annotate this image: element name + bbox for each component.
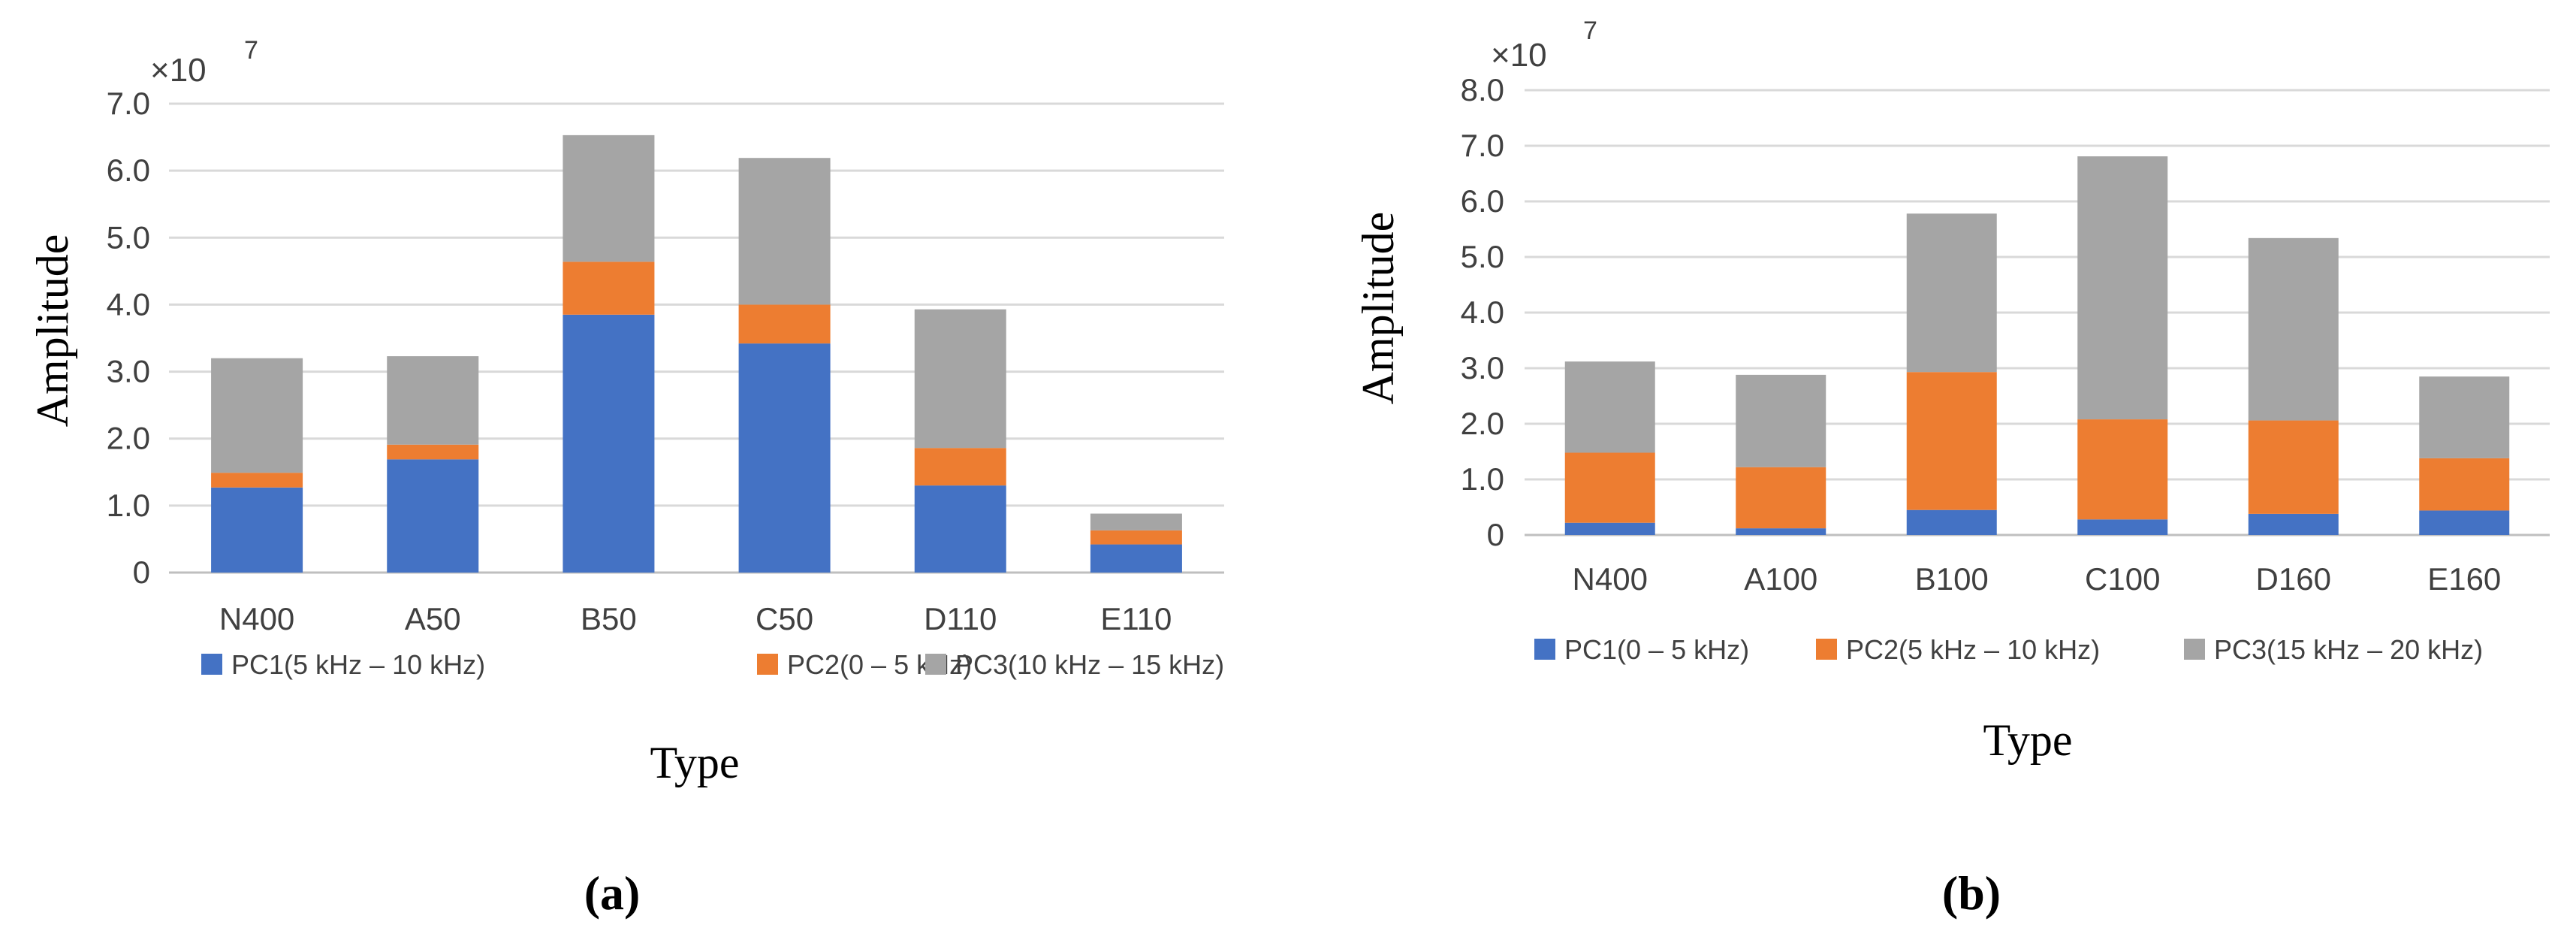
legend-label-pc3: PC3(15 kHz – 20 kHz) xyxy=(2214,634,2483,665)
bar-pc3-c100 xyxy=(2077,156,2168,420)
y-tick-label: 1.0 xyxy=(107,488,150,523)
bar-pc1-a100 xyxy=(1736,528,1826,535)
bar-pc3-a100 xyxy=(1736,374,1826,467)
legend-swatch-pc3 xyxy=(2184,639,2205,660)
panel-label-a: (a) xyxy=(584,866,641,920)
bar-pc2-c100 xyxy=(2077,419,2168,520)
y-tick-label: 5.0 xyxy=(1461,239,1504,274)
bar-pc3-a50 xyxy=(387,356,479,445)
x-tick-label: N400 xyxy=(219,601,294,636)
y-tick-label: 6.0 xyxy=(107,153,150,188)
panel-label-b: (b) xyxy=(1942,866,2001,920)
chart-b: 0 1.0 2.0 3.0 4.0 5.0 6.0 7.0 8.0 N400 A100 B100 C10… xyxy=(1353,17,2550,765)
y-exponent-label: 7 xyxy=(1583,17,1597,45)
legend-swatch-pc2 xyxy=(757,654,778,675)
x-tick-label: D160 xyxy=(2256,561,2331,597)
bar-pc2-b50 xyxy=(563,261,655,315)
bar-pc1-n400 xyxy=(1564,522,1655,535)
legend-swatch-pc1 xyxy=(201,654,222,675)
y-tick-label: 8.0 xyxy=(1461,72,1504,107)
y-axis-title: Amplitude xyxy=(28,234,77,428)
bar-pc3-b100 xyxy=(1906,213,1997,373)
legend-swatch-pc2 xyxy=(1816,639,1837,660)
bar-pc2-n400 xyxy=(211,473,303,488)
legend-label-pc2: PC2(5 kHz – 10 kHz) xyxy=(1846,634,2100,665)
y-tick-label: 6.0 xyxy=(1461,183,1504,219)
legend-swatch-pc1 xyxy=(1534,639,1555,660)
bar-pc3-n400 xyxy=(211,358,303,473)
chart-a: 0 1.0 2.0 3.0 4.0 5.0 6.0 7.0 N400 A50 B50 C50 D110 E… xyxy=(28,36,1224,787)
y-tick-label: 5.0 xyxy=(107,219,150,255)
bar-pc3-n400 xyxy=(1564,361,1655,453)
y-tick-label: 3.0 xyxy=(107,354,150,389)
x-tick-label: N400 xyxy=(1573,561,1648,597)
x-tick-label: E160 xyxy=(2427,561,2501,597)
y-tick-label: 2.0 xyxy=(1461,406,1504,441)
y-multiplier-label: ×10 xyxy=(1491,37,1547,74)
legend-label-pc1: PC1(5 kHz – 10 kHz) xyxy=(231,649,485,680)
bar-pc3-e110 xyxy=(1090,513,1182,530)
y-tick-label: 2.0 xyxy=(107,421,150,456)
bar-pc2-a100 xyxy=(1736,467,1826,529)
bar-pc1-a50 xyxy=(387,459,479,573)
y-tick-label: 4.0 xyxy=(1461,295,1504,330)
x-tick-label: A100 xyxy=(1744,561,1817,597)
y-tick-label: 0 xyxy=(1487,517,1504,552)
bar-pc1-n400 xyxy=(211,487,303,573)
x-tick-label: D110 xyxy=(924,601,997,636)
bar-pc3-d160 xyxy=(2248,237,2339,421)
y-tick-label: 4.0 xyxy=(107,286,150,322)
x-axis-title: Type xyxy=(650,738,739,787)
bar-pc3-d110 xyxy=(914,309,1006,449)
x-tick-label: E110 xyxy=(1100,601,1172,636)
bar-pc1-c100 xyxy=(2077,519,2168,535)
bar-pc2-b100 xyxy=(1906,372,1997,510)
bar-pc1-b50 xyxy=(563,314,655,573)
y-tick-label: 3.0 xyxy=(1461,350,1504,385)
bar-pc1-e160 xyxy=(2419,510,2510,535)
x-tick-label: C100 xyxy=(2085,561,2160,597)
bar-pc2-d160 xyxy=(2248,420,2339,514)
bar-pc1-d160 xyxy=(2248,513,2339,535)
x-tick-label: C50 xyxy=(756,601,813,636)
bar-pc3-b50 xyxy=(563,134,655,262)
bar-pc3-c50 xyxy=(738,158,831,305)
bar-pc2-n400 xyxy=(1564,452,1655,523)
x-tick-label: B100 xyxy=(1915,561,1989,597)
y-tick-label: 1.0 xyxy=(1461,461,1504,497)
bar-pc1-c50 xyxy=(738,343,831,573)
y-tick-label: 7.0 xyxy=(1461,128,1504,163)
x-tick-label: B50 xyxy=(581,601,637,636)
bar-pc2-d110 xyxy=(914,448,1006,486)
bar-pc2-e110 xyxy=(1090,530,1182,545)
bar-pc2-c50 xyxy=(738,304,831,344)
x-tick-label: A50 xyxy=(405,601,461,636)
legend-swatch-pc3 xyxy=(925,654,946,675)
y-tick-label: 7.0 xyxy=(107,86,150,121)
bar-pc1-e110 xyxy=(1090,544,1182,573)
legend-label-pc1: PC1(0 – 5 kHz) xyxy=(1564,634,1749,665)
y-axis-title: Amplitude xyxy=(1353,212,1403,405)
bar-pc3-e160 xyxy=(2419,376,2510,458)
bar-pc1-d110 xyxy=(914,485,1006,573)
y-exponent-label: 7 xyxy=(244,36,258,65)
bar-pc1-b100 xyxy=(1906,509,1997,535)
bar-pc2-a50 xyxy=(387,444,479,460)
y-multiplier-label: ×10 xyxy=(150,52,207,89)
legend-label-pc3: PC3(10 kHz – 15 kHz) xyxy=(955,649,1224,680)
y-tick-label: 0 xyxy=(133,555,150,590)
bar-pc2-e160 xyxy=(2419,458,2510,511)
x-axis-title: Type xyxy=(1983,715,2072,765)
